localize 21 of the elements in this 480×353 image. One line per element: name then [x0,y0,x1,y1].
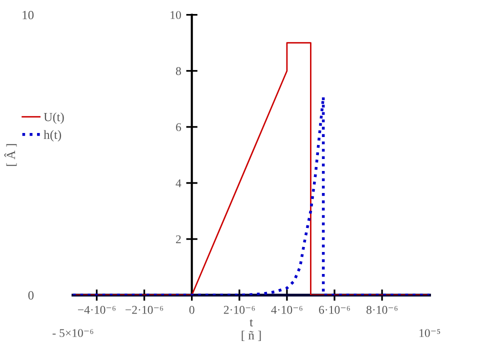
x-tick-label: 0 [189,306,194,314]
legend-label: U(t) [44,112,64,124]
y2-tick-label: 10 [22,10,34,20]
y-tick-label: 4 [176,179,182,188]
x-tick-label: 6·10⁻⁶ [319,306,350,314]
line-series [72,96,430,296]
x-tick-label: −4·10⁻⁶ [78,306,116,314]
y-tick-label: 2 [176,235,181,244]
x-tick-label: 8·10⁻⁶ [366,306,398,314]
x-tick-label: 2·10⁻⁶ [224,306,255,314]
legend-label: h(t) [44,130,62,142]
x-tick-label: 4·10⁻⁶ [271,306,302,314]
y2-axis-title: [ Â ] [4,144,17,166]
text: 10⁻⁵ [420,329,440,338]
y-tick-label: 6 [176,123,182,132]
x-tick-label: −2·10⁻⁶ [126,306,164,314]
text: - 5×10⁻⁶ [52,329,94,338]
y-tick-label: 10 [170,11,181,20]
x-axis-title: t [ ñ ] [242,319,261,342]
y-tick-label: 8 [176,67,181,76]
y2-tick-label: 0 [28,291,34,300]
